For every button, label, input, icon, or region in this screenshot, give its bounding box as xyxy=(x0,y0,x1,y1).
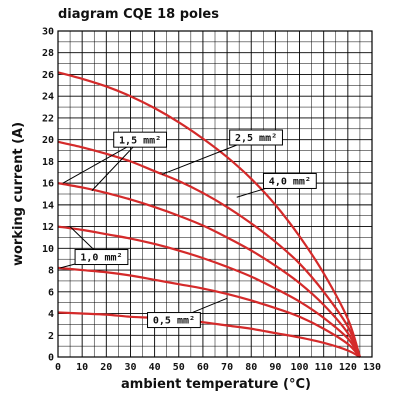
x-tick-label: 130 xyxy=(363,362,381,373)
x-tick-label: 80 xyxy=(245,362,257,373)
x-tick-label: 90 xyxy=(269,362,281,373)
label-box xyxy=(229,129,283,146)
series-line xyxy=(57,140,361,358)
y-tick-label: 22 xyxy=(42,113,54,124)
x-tick-label: 110 xyxy=(315,362,333,373)
x-tick-label: 70 xyxy=(221,362,233,373)
plot-frame xyxy=(57,30,373,358)
chart-labels: 1,5 mm² 2,5 mm² 4,0 mm² 1,0 mm² 0,5 mm² xyxy=(60,129,317,329)
wire-size-label: 2,5 mm² xyxy=(235,133,277,144)
y-tick-label: 30 xyxy=(42,27,54,38)
label-leader-line xyxy=(91,139,141,192)
wire-size-label: 4,0 mm² xyxy=(269,177,311,188)
y-tick-label: 6 xyxy=(48,287,54,298)
y-tick-label: 14 xyxy=(42,200,54,211)
chart-grid xyxy=(57,30,373,358)
y-tick-label: 4 xyxy=(48,309,54,320)
series-line xyxy=(57,311,361,358)
y-axis-label: working current (A) xyxy=(11,122,26,266)
y-tick-label: 28 xyxy=(42,48,54,59)
x-tick-label: 50 xyxy=(173,362,185,373)
y-tick-label: 24 xyxy=(42,92,54,103)
x-tick-label: 40 xyxy=(149,362,161,373)
y-tick-label: 16 xyxy=(42,179,54,190)
series-line xyxy=(57,182,361,358)
series-line xyxy=(57,225,361,358)
wire-size-label: 0,5 mm² xyxy=(153,316,195,327)
label-box xyxy=(262,172,317,189)
series-line xyxy=(57,266,361,358)
x-axis-label: ambient temperature (°C) xyxy=(121,377,311,392)
wire-size-label: 1,5 mm² xyxy=(119,135,161,146)
chart-title: diagram CQE 18 poles xyxy=(58,7,219,22)
y-tick-label: 0 xyxy=(48,353,54,364)
y-tick-label: 18 xyxy=(42,157,54,168)
label-box xyxy=(113,131,168,148)
series-line xyxy=(57,71,361,358)
y-tick-label: 2 xyxy=(48,331,54,342)
y-tick-label: 26 xyxy=(42,70,54,81)
x-tick-label: 20 xyxy=(100,362,112,373)
y-tick-label: 20 xyxy=(42,135,54,146)
chart-curves xyxy=(57,71,361,358)
y-tick-label: 12 xyxy=(42,222,54,233)
x-tick-label: 10 xyxy=(76,362,88,373)
x-tick-label: 30 xyxy=(124,362,136,373)
x-tick-label: 0 xyxy=(55,362,61,373)
label-box xyxy=(74,249,129,266)
x-tick-label: 120 xyxy=(339,362,357,373)
y-tick-label: 10 xyxy=(42,244,54,255)
x-tick-label: 60 xyxy=(197,362,209,373)
chart-ticks: 0 10 20 30 40 50 60 70 80 90 100 110 120 130024681012… xyxy=(42,27,381,374)
label-box xyxy=(147,312,201,329)
x-tick-label: 100 xyxy=(291,362,309,373)
y-tick-label: 8 xyxy=(48,266,54,277)
wire-size-label: 1,0 mm² xyxy=(80,253,122,264)
